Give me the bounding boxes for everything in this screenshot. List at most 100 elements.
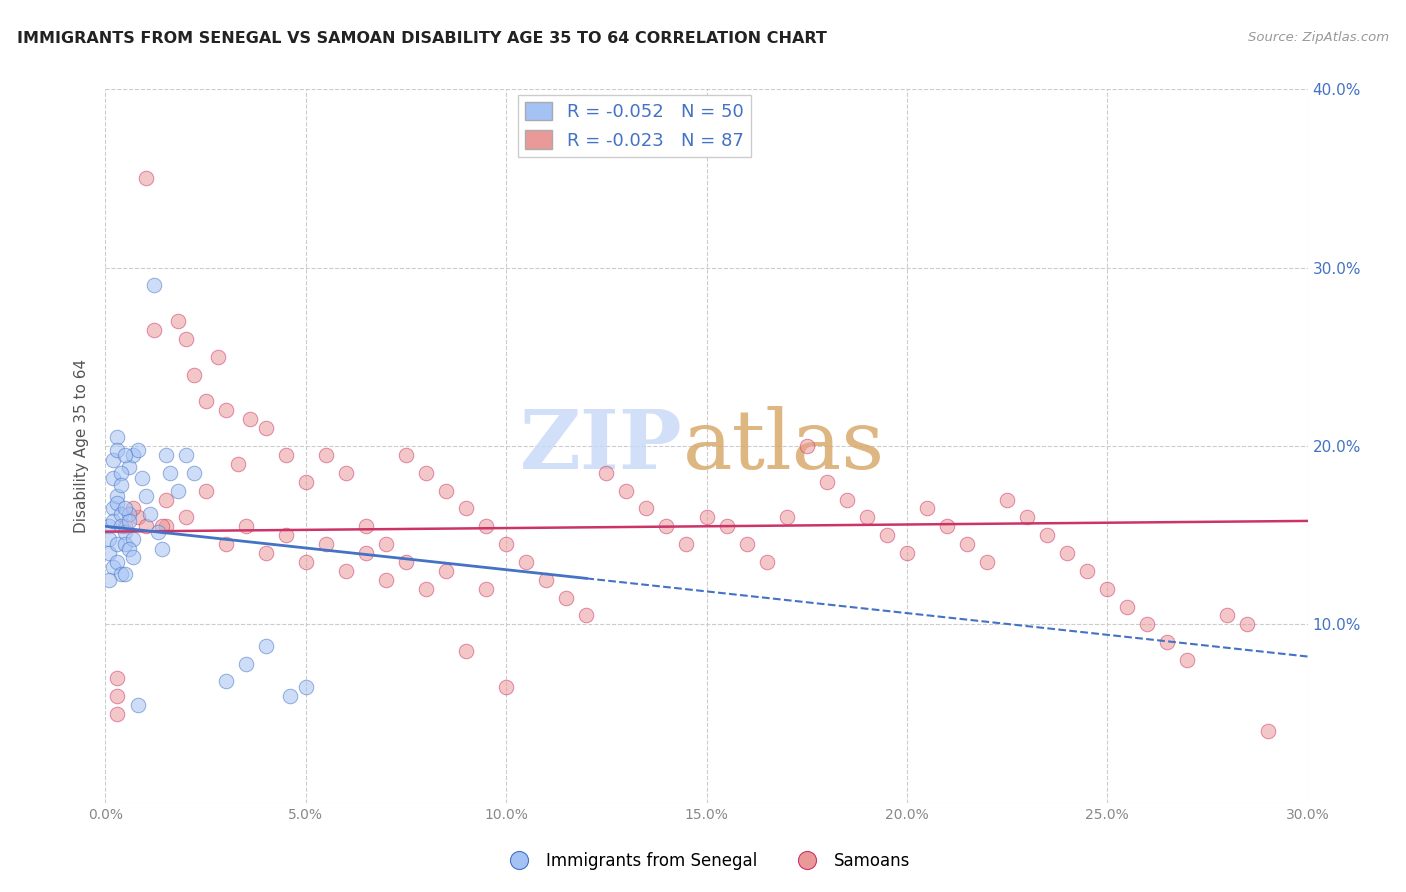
Point — [127, 698, 149, 712]
Point — [150, 519, 173, 533]
Point — [655, 519, 678, 533]
Point — [166, 314, 188, 328]
Point — [174, 332, 197, 346]
Point — [194, 394, 217, 409]
Point — [636, 501, 658, 516]
Point — [98, 532, 121, 546]
Point — [194, 483, 217, 498]
Point — [776, 510, 799, 524]
Point — [183, 466, 205, 480]
Point — [454, 644, 477, 658]
Point — [434, 483, 457, 498]
Point — [114, 448, 136, 462]
Point — [755, 555, 778, 569]
Point — [107, 537, 129, 551]
Point — [274, 528, 297, 542]
Point — [855, 510, 877, 524]
Point — [254, 546, 277, 560]
Point — [475, 519, 498, 533]
Point — [274, 448, 297, 462]
Point — [110, 466, 132, 480]
Point — [796, 439, 818, 453]
Point — [1216, 608, 1239, 623]
Point — [696, 510, 718, 524]
Point — [976, 555, 998, 569]
Point — [131, 471, 153, 485]
Point — [122, 549, 145, 564]
Point — [235, 519, 257, 533]
Point — [155, 492, 177, 507]
Point — [98, 546, 121, 560]
Point — [110, 507, 132, 521]
Point — [1177, 653, 1199, 667]
Point — [936, 519, 959, 533]
Point — [354, 519, 377, 533]
Point — [107, 671, 129, 685]
Point — [135, 489, 157, 503]
Point — [135, 171, 157, 186]
Point — [335, 466, 357, 480]
Point — [98, 573, 121, 587]
Point — [118, 460, 141, 475]
Point — [127, 442, 149, 457]
Point — [815, 475, 838, 489]
Point — [1017, 510, 1039, 524]
Point — [107, 496, 129, 510]
Point — [110, 519, 132, 533]
Point — [122, 501, 145, 516]
Point — [114, 524, 136, 539]
Point — [395, 555, 418, 569]
Text: IMMIGRANTS FROM SENEGAL VS SAMOAN DISABILITY AGE 35 TO 64 CORRELATION CHART: IMMIGRANTS FROM SENEGAL VS SAMOAN DISABI… — [17, 31, 827, 46]
Point — [295, 555, 318, 569]
Point — [735, 537, 758, 551]
Point — [118, 542, 141, 557]
Point — [214, 403, 236, 417]
Point — [103, 514, 125, 528]
Point — [114, 567, 136, 582]
Point — [315, 537, 337, 551]
Point — [515, 555, 537, 569]
Point — [103, 453, 125, 467]
Point — [896, 546, 918, 560]
Point — [110, 567, 132, 582]
Text: atlas: atlas — [682, 406, 884, 486]
Point — [575, 608, 598, 623]
Point — [103, 501, 125, 516]
Point — [434, 564, 457, 578]
Point — [415, 466, 437, 480]
Point — [150, 542, 173, 557]
Point — [1136, 617, 1159, 632]
Point — [1056, 546, 1078, 560]
Point — [374, 537, 398, 551]
Point — [142, 278, 165, 293]
Text: Source: ZipAtlas.com: Source: ZipAtlas.com — [1249, 31, 1389, 45]
Point — [315, 448, 337, 462]
Point — [239, 412, 262, 426]
Point — [107, 555, 129, 569]
Point — [114, 501, 136, 516]
Point — [1036, 528, 1059, 542]
Point — [118, 514, 141, 528]
Point — [110, 478, 132, 492]
Point — [1156, 635, 1178, 649]
Text: ZIP: ZIP — [520, 406, 682, 486]
Point — [254, 639, 277, 653]
Point — [835, 492, 858, 507]
Point — [295, 680, 318, 694]
Point — [214, 674, 236, 689]
Point — [142, 323, 165, 337]
Point — [555, 591, 578, 605]
Point — [183, 368, 205, 382]
Point — [103, 471, 125, 485]
Point — [495, 680, 517, 694]
Point — [114, 519, 136, 533]
Point — [122, 532, 145, 546]
Point — [107, 430, 129, 444]
Point — [675, 537, 697, 551]
Point — [1116, 599, 1139, 614]
Point — [98, 519, 121, 533]
Point — [207, 350, 229, 364]
Point — [103, 560, 125, 574]
Point — [335, 564, 357, 578]
Point — [107, 442, 129, 457]
